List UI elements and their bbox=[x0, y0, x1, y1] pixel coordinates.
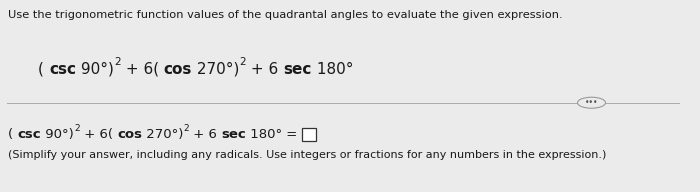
Text: =: = bbox=[282, 128, 302, 141]
Text: 270°): 270°) bbox=[142, 128, 183, 141]
Text: 2: 2 bbox=[183, 124, 189, 133]
Text: + 6: + 6 bbox=[246, 62, 284, 77]
Text: sec: sec bbox=[284, 62, 312, 77]
Text: Use the trigonometric function values of the quadrantal angles to evaluate the g: Use the trigonometric function values of… bbox=[8, 10, 563, 20]
Text: csc: csc bbox=[49, 62, 76, 77]
Text: cos: cos bbox=[117, 128, 142, 141]
Text: 90°): 90°) bbox=[76, 62, 114, 77]
Text: 180°: 180° bbox=[312, 62, 353, 77]
Text: csc: csc bbox=[18, 128, 41, 141]
Text: (Simplify your answer, including any radicals. Use integers or fractions for any: (Simplify your answer, including any rad… bbox=[8, 150, 607, 160]
Text: (: ( bbox=[38, 62, 49, 77]
Text: 180°: 180° bbox=[246, 128, 282, 141]
Text: + 6: + 6 bbox=[189, 128, 221, 141]
Text: 2: 2 bbox=[74, 124, 80, 133]
Text: cos: cos bbox=[164, 62, 192, 77]
Text: + 6(: + 6( bbox=[120, 62, 164, 77]
Text: •••: ••• bbox=[584, 98, 598, 107]
Ellipse shape bbox=[578, 97, 606, 108]
Text: 270°): 270°) bbox=[192, 62, 239, 77]
Text: 2: 2 bbox=[114, 57, 120, 67]
Text: + 6(: + 6( bbox=[80, 128, 117, 141]
Text: 90°): 90°) bbox=[41, 128, 74, 141]
Text: 2: 2 bbox=[239, 57, 246, 67]
Text: (: ( bbox=[8, 128, 18, 141]
Text: sec: sec bbox=[221, 128, 246, 141]
FancyBboxPatch shape bbox=[302, 128, 316, 141]
